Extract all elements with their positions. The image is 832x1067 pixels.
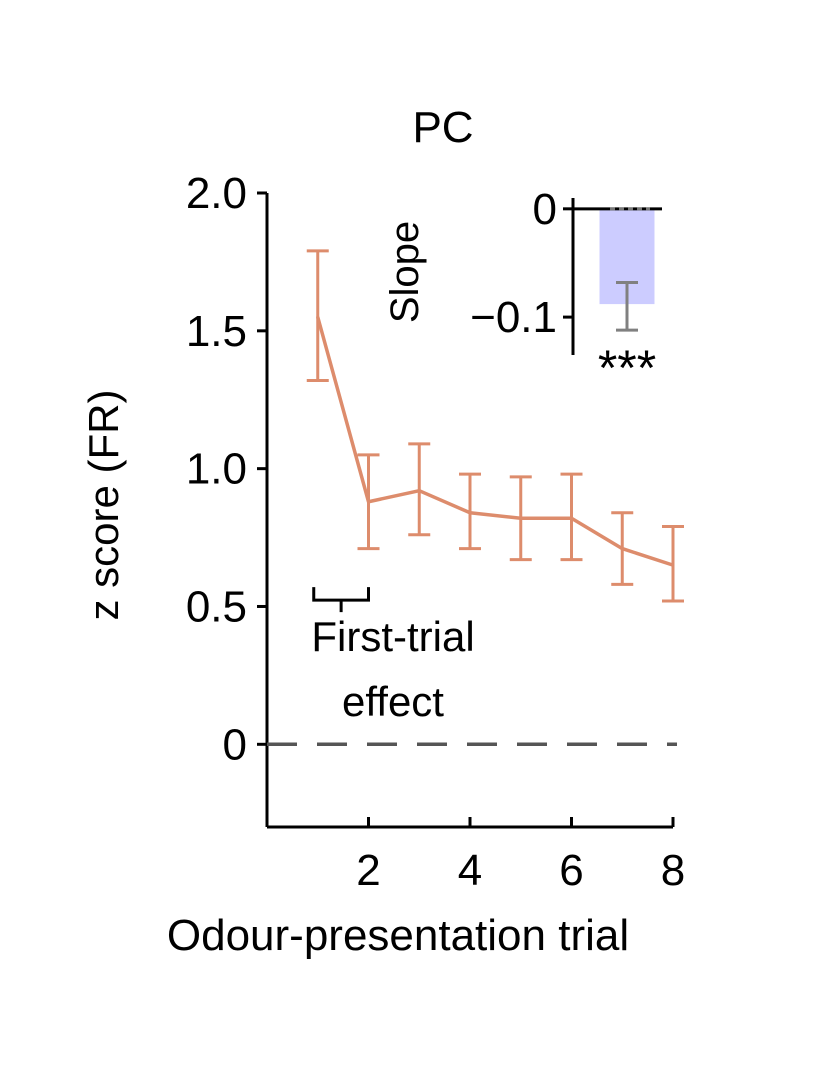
inset-y-tick-label: 0 xyxy=(533,185,557,234)
data-point xyxy=(519,516,523,520)
data-point xyxy=(468,511,472,515)
x-tick-label: 4 xyxy=(458,846,482,895)
y-tick-label: 1.5 xyxy=(186,307,247,356)
main-chart: PC z score (FR) Odour-presentation trial… xyxy=(80,103,685,960)
first-trial-annotation: First-trial effect xyxy=(311,613,474,725)
significance-stars: *** xyxy=(598,340,656,396)
data-point xyxy=(316,315,320,319)
data-point xyxy=(671,563,675,567)
y-tick-label: 0.5 xyxy=(186,582,247,631)
y-axis-label: z score (FR) xyxy=(80,390,127,621)
annotation-line-2: effect xyxy=(342,678,444,725)
data-point xyxy=(417,489,421,493)
annotation-line-1: First-trial xyxy=(311,613,474,660)
data-point xyxy=(620,547,624,551)
inset-y-axis-label: Slope xyxy=(383,221,427,323)
series-line xyxy=(316,316,674,567)
x-tick-label: 2 xyxy=(356,846,380,895)
x-axis-label: Odour-presentation trial xyxy=(167,911,629,960)
y-tick-label: 1.0 xyxy=(186,445,247,494)
y-tick-label: 0 xyxy=(223,720,247,769)
data-point xyxy=(570,516,573,520)
y-tick-label: 2.0 xyxy=(186,169,247,218)
inset-slope-chart: Slope *** 0 −0.1 xyxy=(383,185,662,396)
inset-y-tick-label: −0.1 xyxy=(470,293,557,342)
first-trial-bracket xyxy=(312,587,370,613)
data-point xyxy=(367,500,370,504)
x-tick-label: 6 xyxy=(559,846,583,895)
chart-title: PC xyxy=(412,103,473,152)
x-tick-label: 8 xyxy=(661,846,685,895)
